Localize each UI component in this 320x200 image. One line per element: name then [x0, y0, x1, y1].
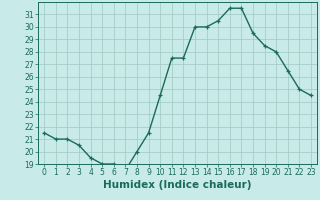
X-axis label: Humidex (Indice chaleur): Humidex (Indice chaleur)	[103, 180, 252, 190]
